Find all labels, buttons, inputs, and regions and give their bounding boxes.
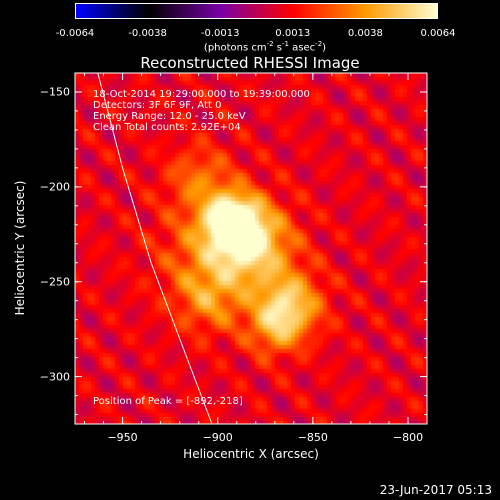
colorbar-units: (photons cm-2 s-1 asec-2) (203, 40, 327, 54)
plot-frame-border (74, 72, 428, 425)
colorbar-tick-label: -0.0013 (200, 28, 240, 39)
colorbar-tick-label: 0.0038 (347, 28, 383, 39)
timestamp: 23-Jun-2017 05:13 (379, 483, 492, 497)
y-tick-label: −250 (39, 275, 70, 289)
y-tick-label: −150 (39, 85, 70, 99)
heatmap-image (75, 73, 427, 424)
peak-position-label: Position of Peak = [-892,-218] (93, 396, 243, 407)
x-tick-label: −900 (202, 431, 233, 444)
annotation-detectors: Detectors: 3F 6F 9F, Att 0 (93, 100, 222, 111)
colorbar-tick-label: -0.0038 (128, 28, 167, 39)
colorbar-tick-label: 0.0064 (420, 28, 456, 39)
colorbar-tick-label: -0.0064 (55, 28, 95, 39)
x-axis-label: Heliocentric X (arcsec) (183, 447, 319, 461)
annotation-time: 18-Oct-2014 19:29:00.000 to 19:39:00.000 (93, 89, 310, 100)
chart-title: Reconstructed RHESSI Image (140, 54, 360, 72)
colorbar-tick-label: 0.0013 (275, 28, 311, 39)
annotation-energy: Energy Range: 12.0 - 25.0 keV (93, 111, 246, 122)
y-axis-label: Heliocentric Y (arcsec) (13, 180, 27, 316)
y-tick-label: −200 (39, 180, 70, 194)
x-tick-label: −800 (392, 431, 424, 444)
solar-limb-curve (97, 72, 213, 425)
annotation-counts: Clean Total counts: 2.92E+04 (93, 122, 241, 133)
y-tick-label: −300 (39, 370, 70, 384)
x-tick-label: −950 (107, 431, 138, 444)
x-tick-label: −850 (297, 431, 328, 444)
colorbar-tick-labels: -0.0064 -0.0038 -0.0013 0.0013 0.0038 0.0064 (0, 0, 500, 60)
plot-area (75, 73, 427, 424)
colorbar (75, 3, 438, 19)
